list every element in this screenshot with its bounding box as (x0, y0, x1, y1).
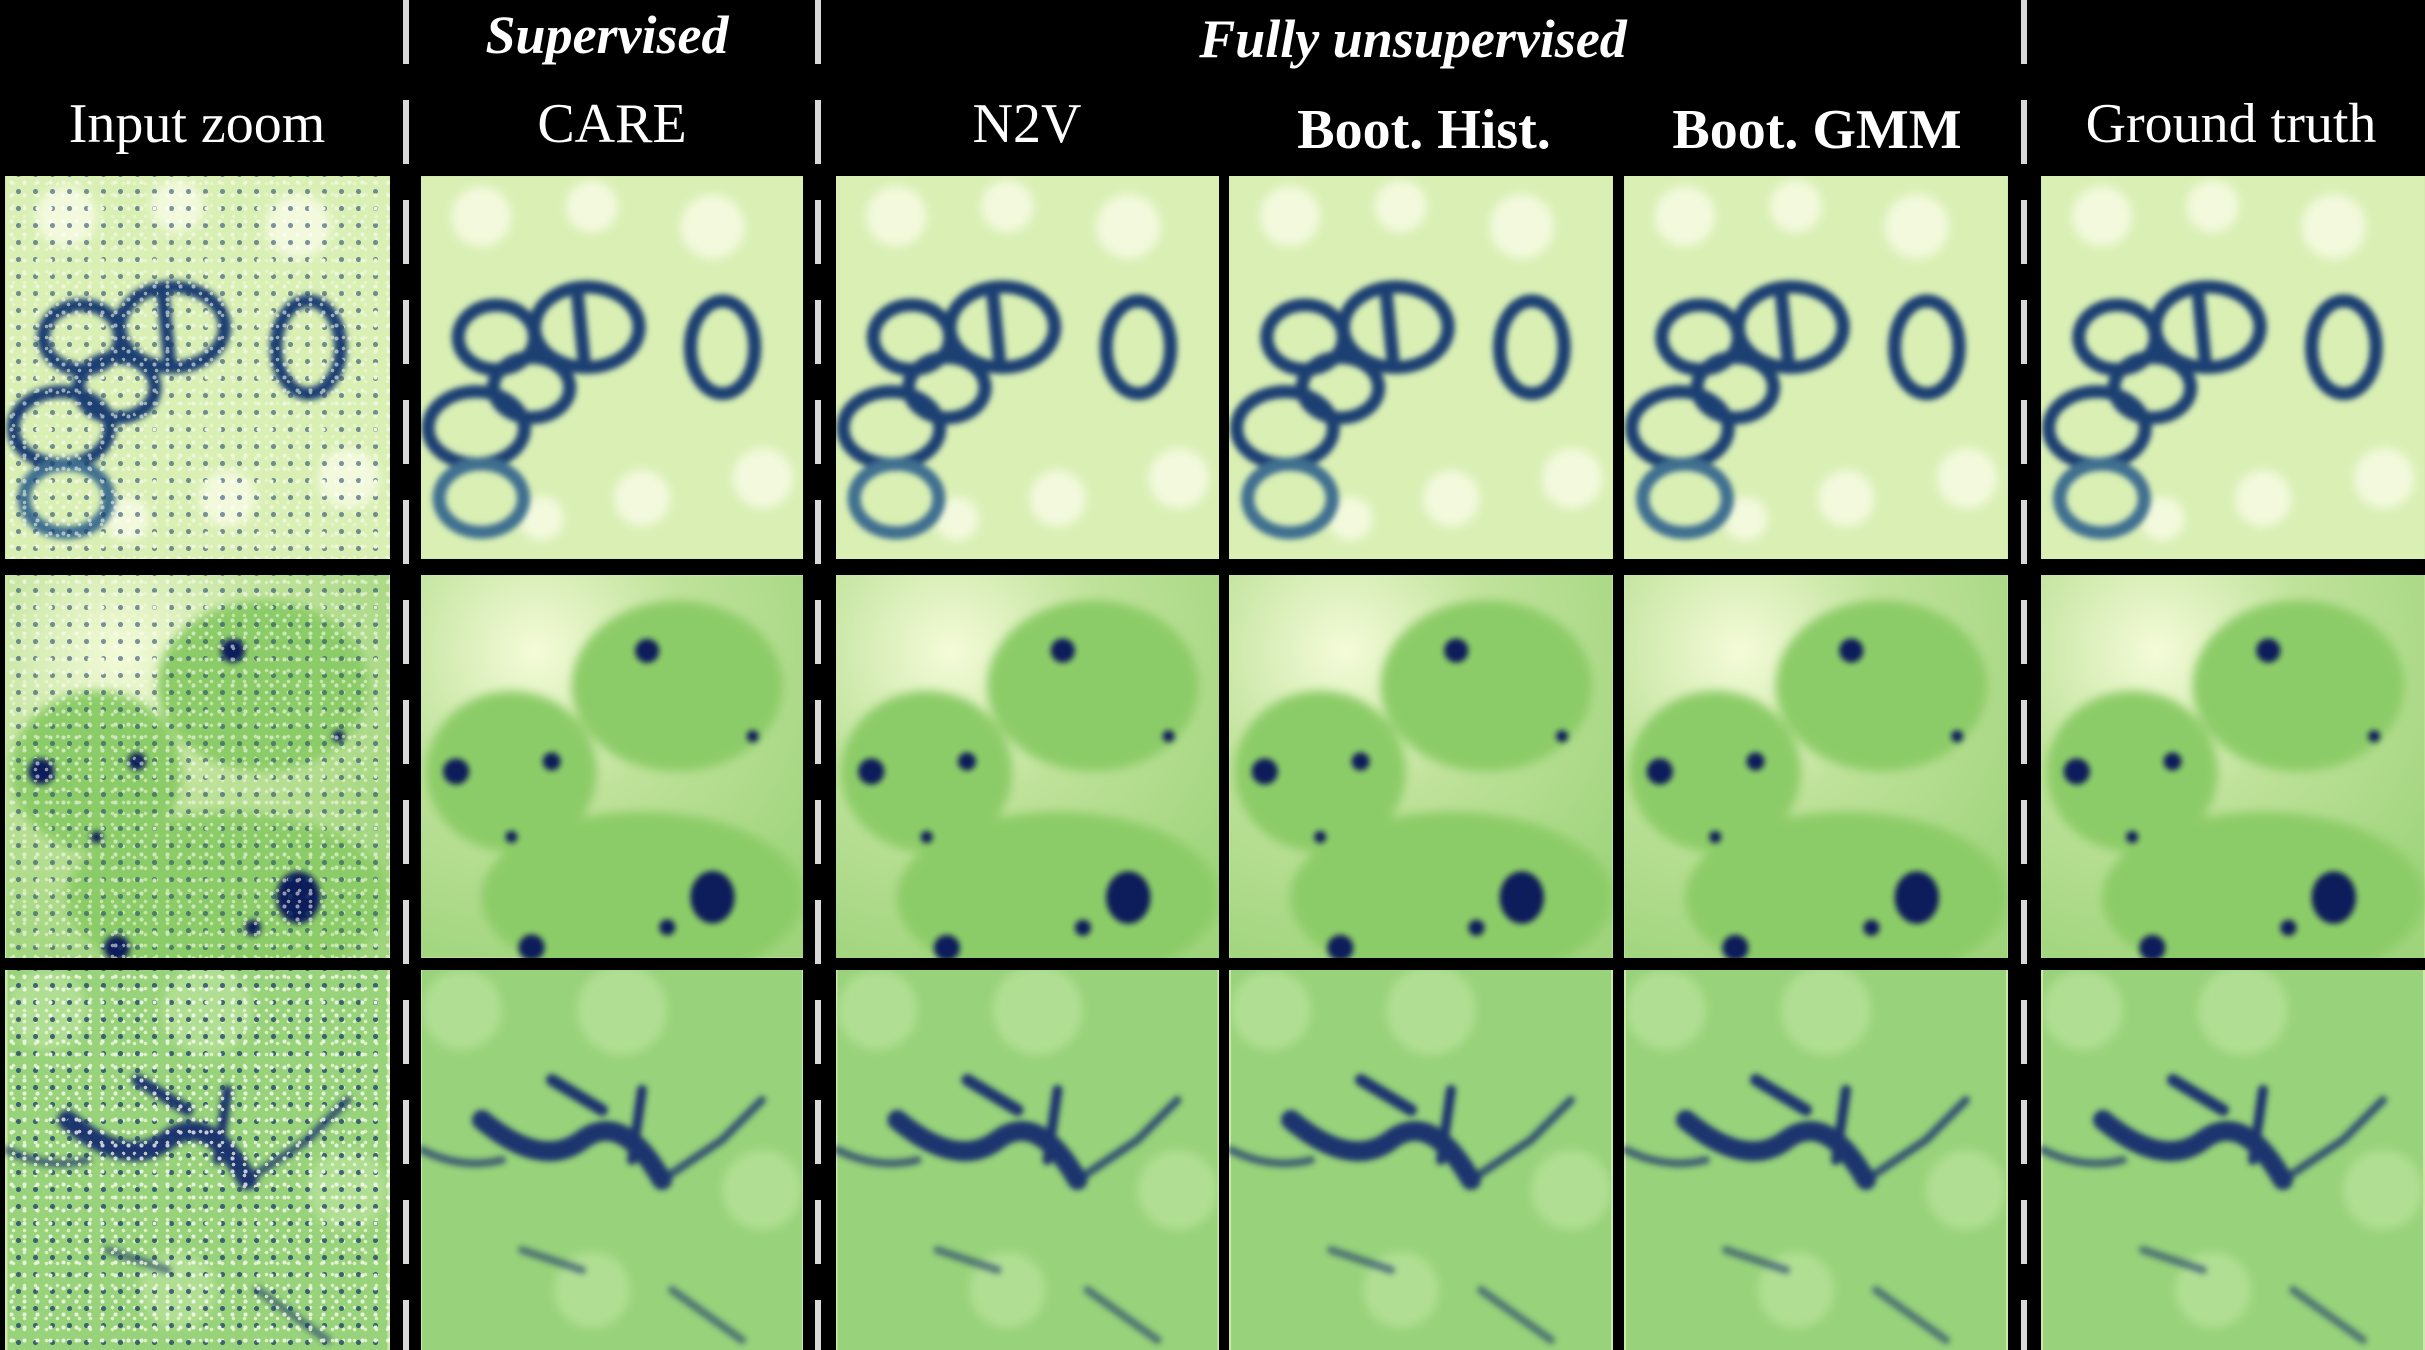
column-label-boot-hist: Boot. Hist. (1297, 99, 1551, 161)
image-row3-ground-truth (2041, 970, 2425, 1350)
noise-overlay (5, 575, 390, 958)
divider-input-care (403, 0, 409, 1350)
image-row1-ground-truth (2041, 176, 2425, 559)
image-row3-input (5, 970, 390, 1350)
image-row2-boot-hist (1229, 575, 1613, 958)
column-label-ground-truth: Ground truth (2085, 93, 2377, 155)
image-row1-boot-gmm (1624, 176, 2008, 559)
noise-overlay (5, 176, 390, 559)
column-label-boot-gmm: Boot. GMM (1672, 99, 1962, 161)
image-row2-ground-truth (2041, 575, 2425, 958)
divider-care-unsupervised (815, 0, 821, 1350)
image-row2-boot-gmm (1624, 575, 2008, 958)
image-row1-input (5, 176, 390, 559)
group-label-fully-unsupervised: Fully unsupervised (1199, 9, 1627, 69)
image-row3-boot-gmm (1624, 970, 2008, 1350)
image-row2-n2v (836, 575, 1219, 958)
image-row3-n2v (836, 970, 1219, 1350)
group-label-supervised: Supervised (485, 5, 729, 65)
column-label-input-zoom: Input zoom (68, 93, 326, 155)
column-label-n2v: N2V (972, 93, 1082, 155)
image-row1-n2v (836, 176, 1219, 559)
noise-overlay (5, 970, 390, 1350)
image-row2-input (5, 575, 390, 958)
image-row1-boot-hist (1229, 176, 1613, 559)
divider-unsupervised-groundtruth (2021, 0, 2027, 1350)
image-row3-care (421, 970, 803, 1350)
column-label-care: CARE (537, 93, 687, 155)
image-row1-care (421, 176, 803, 559)
image-row3-boot-hist (1229, 970, 1613, 1350)
image-row2-care (421, 575, 803, 958)
